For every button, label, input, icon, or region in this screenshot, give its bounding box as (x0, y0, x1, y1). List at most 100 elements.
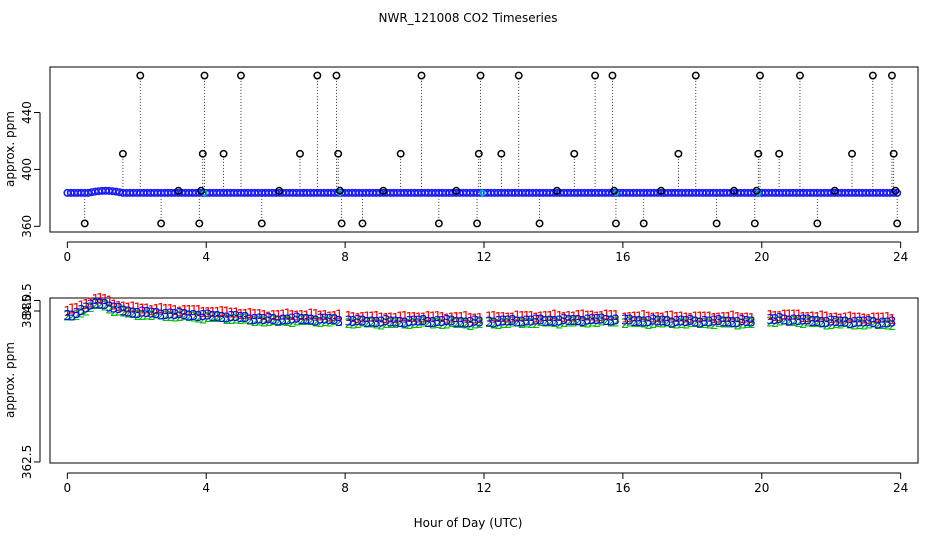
series-1-marker: 1 (218, 305, 226, 320)
series-2-marker: 2 (344, 317, 352, 332)
bottom-panel: 1111111111111111111111111111111111111111… (3, 283, 919, 530)
series-2-marker: 2 (466, 319, 474, 334)
series-3-marker: 3 (326, 313, 334, 328)
series-3-marker: 3 (476, 316, 484, 331)
series-3-marker: 3 (794, 314, 802, 329)
series-1-marker: 1 (288, 309, 296, 324)
series-1-marker: 1 (832, 312, 840, 327)
series-2-marker: 2 (223, 313, 231, 328)
series-1-marker: 1 (387, 312, 395, 327)
series-1-marker: 1 (152, 303, 160, 318)
series-3-marker: 3 (63, 309, 71, 324)
outlier-point (813, 219, 822, 228)
series-3-marker: 3 (518, 316, 526, 331)
series-3-marker: 3 (546, 315, 554, 330)
series-3-marker: 3 (846, 317, 854, 332)
series-2-marker: 2 (363, 317, 371, 332)
series-1-marker: 1 (527, 310, 535, 325)
series-2-marker: 2 (630, 316, 638, 331)
series-3-marker: 3 (246, 313, 254, 328)
series-3-marker: 3 (771, 313, 779, 328)
series-3-marker: 3 (705, 316, 713, 331)
series-3-marker: 3 (574, 314, 582, 329)
series-2-marker: 2 (368, 317, 376, 332)
series-3-marker: 3 (260, 313, 268, 328)
series-3-marker: 3 (513, 316, 521, 331)
series-1-marker: 1 (448, 311, 456, 326)
series-3-marker: 3 (185, 310, 193, 325)
series-1-marker: 1 (551, 309, 559, 324)
series-1-marker: 1 (663, 310, 671, 325)
top-x-tick-label: 20 (754, 250, 769, 264)
series-2-marker: 2 (565, 316, 573, 331)
series-2-marker: 2 (855, 318, 863, 333)
outlier-point (434, 219, 443, 228)
series-1-marker: 1 (124, 302, 132, 317)
series-1-marker: 1 (771, 310, 779, 325)
series-1-marker: 1 (677, 311, 685, 326)
series-3-marker: 3 (738, 314, 746, 329)
series-1-marker: 1 (701, 310, 709, 325)
series-3-marker: 3 (644, 315, 652, 330)
series-1-marker: 1 (410, 311, 418, 326)
series-3-marker: 3 (719, 316, 727, 331)
series-3-marker: 3 (382, 314, 390, 329)
series-2-marker: 2 (293, 314, 301, 329)
series-1-marker: 1 (382, 312, 390, 327)
series-1-marker: 1 (846, 310, 854, 325)
series-3-marker: 3 (307, 314, 315, 329)
series-1-marker: 1 (63, 305, 71, 320)
series-3-marker: 3 (293, 311, 301, 326)
series-3-marker: 3 (504, 315, 512, 330)
series-2-marker: 2 (569, 316, 577, 331)
series-2-marker: 2 (673, 318, 681, 333)
outlier-point (474, 149, 483, 158)
series-2-marker: 2 (457, 317, 465, 332)
series-1-marker: 1 (307, 308, 315, 323)
series-3-marker: 3 (344, 315, 352, 330)
series-2-marker: 2 (105, 302, 113, 317)
series-3-marker: 3 (330, 313, 338, 328)
series-3-marker: 3 (776, 312, 784, 327)
outlier-point (691, 71, 700, 80)
series-2-marker: 2 (602, 314, 610, 329)
series-1-marker: 1 (134, 301, 142, 316)
series-1-marker: 1 (865, 313, 873, 328)
series-2-marker: 2 (733, 318, 741, 333)
series-2-marker: 2 (204, 311, 212, 326)
outlier-point (730, 186, 738, 195)
series-1-marker: 1 (494, 311, 502, 326)
series-3-marker: 3 (804, 313, 812, 328)
series-3-marker: 3 (115, 302, 123, 317)
outlier-point (775, 149, 784, 158)
bottom-x-axis: 0 4 8 12 16 20 24 (64, 472, 908, 495)
series-2-marker: 2 (471, 318, 479, 333)
series-1-marker: 1 (490, 310, 498, 325)
series-3-marker: 3 (101, 298, 109, 313)
series-3-marker: 3 (316, 313, 324, 328)
series-3-marker: 3 (837, 315, 845, 330)
series-1-marker: 1 (274, 309, 282, 324)
outlier-point (219, 149, 228, 158)
outlier-point (296, 149, 304, 158)
series-2-marker: 2 (316, 316, 324, 331)
outlier-point (195, 219, 204, 228)
series-2-marker: 2 (649, 317, 657, 332)
series-2-marker: 2 (255, 315, 263, 330)
series-1-marker: 1 (612, 309, 620, 324)
series-1-marker: 1 (523, 310, 531, 325)
series-3-marker: 3 (143, 306, 151, 321)
series-3-marker: 3 (91, 297, 99, 312)
series-3-marker: 3 (335, 315, 343, 330)
series-3-marker: 3 (166, 308, 174, 323)
series-2-marker: 2 (246, 313, 254, 328)
series-2-marker: 2 (162, 310, 170, 325)
series-2-marker: 2 (391, 317, 399, 332)
series-3-marker: 3 (279, 313, 287, 328)
series-3-marker: 3 (419, 314, 427, 329)
series-1-marker: 1 (644, 311, 652, 326)
series-2-marker: 2 (134, 309, 142, 324)
series-2-marker: 2 (715, 316, 723, 331)
series-2-marker: 2 (574, 315, 582, 330)
